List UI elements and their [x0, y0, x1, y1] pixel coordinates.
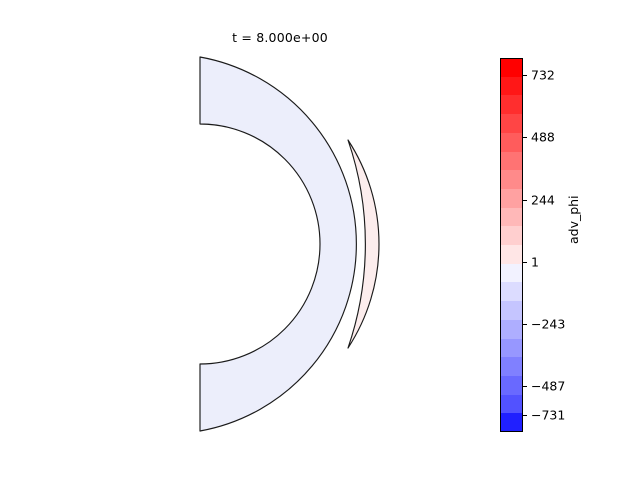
- colorbar-ticklabel-2: 244: [531, 192, 555, 208]
- colorbar-band-14: [500, 319, 523, 339]
- colorbar-tick-5: [523, 386, 527, 388]
- colorbar-tick-0: [523, 74, 527, 76]
- colorbar-tick-2: [523, 199, 527, 201]
- colorbar-ticklabel-4: −243: [531, 316, 566, 332]
- colorbar-tick-3: [523, 261, 527, 263]
- lens-region: [347, 139, 380, 349]
- colorbar-band-16: [500, 357, 523, 376]
- colorbar-band-7: [500, 188, 523, 208]
- colorbar-ticklabel-5: −487: [531, 378, 566, 394]
- colorbar-axis-label: adv_phi: [566, 195, 581, 244]
- colorbar-tick-4: [523, 324, 527, 326]
- colorbar-band-6: [500, 170, 523, 189]
- colorbar-band-18: [500, 394, 523, 414]
- colorbar-tick-1: [523, 137, 527, 139]
- annulus-body-region: [199, 56, 357, 432]
- colorbar-band-2: [500, 95, 523, 115]
- colorbar-band-15: [500, 338, 523, 358]
- colorbar-ticklabel-3: 1: [531, 254, 539, 270]
- colorbar-band-12: [500, 282, 523, 302]
- colorbar-band-0: [500, 58, 523, 77]
- colorbar-tick-6: [523, 415, 527, 417]
- colorbar-band-5: [500, 151, 523, 171]
- colorbar-ticklabel-0: 732: [531, 67, 555, 83]
- colorbar-band-13: [500, 301, 523, 320]
- colorbar-band-17: [500, 375, 523, 395]
- colorbar-gradient: [500, 58, 523, 433]
- colorbar-band-10: [500, 245, 523, 264]
- colorbar-band-11: [500, 263, 523, 283]
- colorbar-ticklabel-6: −731: [531, 407, 566, 423]
- colorbar-band-19: [500, 413, 523, 433]
- mesh-plot-svg: [199, 56, 380, 432]
- colorbar-band-4: [500, 132, 523, 152]
- mesh-plot-axes: [80, 48, 480, 444]
- colorbar-band-3: [500, 114, 523, 133]
- colorbar-ticklabel-1: 488: [531, 129, 555, 145]
- colorbar[interactable]: 732 488 244 1 −243 −487 −731: [500, 58, 565, 433]
- colorbar-band-8: [500, 207, 523, 227]
- page-title: t = 8.000e+00: [232, 30, 328, 45]
- colorbar-band-1: [500, 76, 523, 96]
- colorbar-band-9: [500, 226, 523, 246]
